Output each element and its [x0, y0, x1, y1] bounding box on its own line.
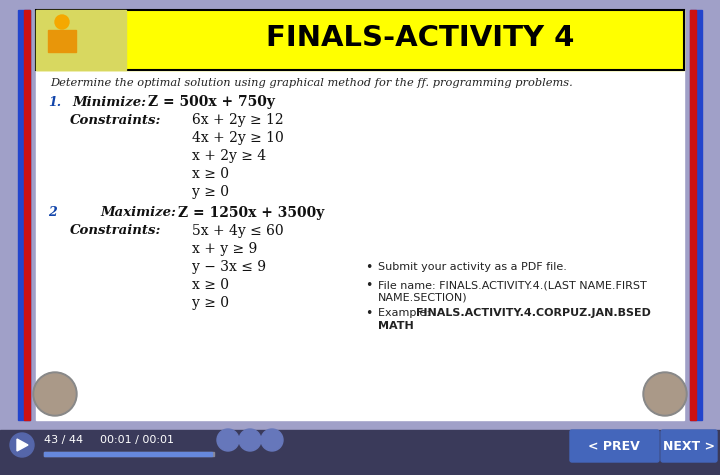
Bar [36, 10, 126, 70]
Bar [36, 10, 684, 70]
Text: •: • [365, 278, 372, 292]
Text: 2: 2 [48, 207, 57, 219]
Bar [690, 10, 702, 420]
Text: 1.: 1. [48, 95, 61, 108]
Text: Example:: Example: [378, 308, 433, 318]
Text: y − 3x ≤ 9: y − 3x ≤ 9 [192, 260, 266, 274]
Text: x ≥ 0: x ≥ 0 [192, 278, 229, 292]
Text: Maximize:: Maximize: [100, 207, 176, 219]
Circle shape [55, 15, 69, 29]
FancyBboxPatch shape [661, 430, 717, 462]
Bar [690, 10, 696, 420]
Bar [24, 10, 30, 420]
Bar [44, 452, 214, 456]
Bar [36, 10, 684, 70]
Text: y ≥ 0: y ≥ 0 [192, 185, 229, 199]
FancyBboxPatch shape [570, 430, 659, 462]
Text: 43 / 44: 43 / 44 [44, 435, 83, 445]
Ellipse shape [35, 374, 75, 414]
Text: NAME.SECTION): NAME.SECTION) [378, 293, 467, 303]
Ellipse shape [33, 372, 77, 416]
Text: Submit your activity as a PDF file.: Submit your activity as a PDF file. [378, 262, 567, 272]
Text: x ≥ 0: x ≥ 0 [192, 167, 229, 181]
Text: < PREV: < PREV [588, 439, 640, 453]
Bar [18, 10, 30, 420]
Text: Z = 500x + 750y: Z = 500x + 750y [148, 95, 275, 109]
Circle shape [261, 429, 283, 451]
Ellipse shape [645, 374, 685, 414]
Text: Determine the optimal solution using graphical method for the ff. programming pr: Determine the optimal solution using gra… [50, 78, 572, 88]
Circle shape [217, 429, 239, 451]
Ellipse shape [643, 372, 687, 416]
Text: Constraints:: Constraints: [70, 225, 161, 238]
Text: FINALS-ACTIVITY 4: FINALS-ACTIVITY 4 [266, 24, 574, 52]
Text: 00:01 / 00:01: 00:01 / 00:01 [100, 435, 174, 445]
Bar [48, 30, 76, 52]
Circle shape [10, 433, 34, 457]
Circle shape [239, 429, 261, 451]
Text: 4x + 2y ≥ 10: 4x + 2y ≥ 10 [192, 131, 284, 145]
Text: x + y ≥ 9: x + y ≥ 9 [192, 242, 257, 256]
Bar [0, 430, 720, 475]
Text: MATH: MATH [378, 321, 414, 331]
Text: Z = 1250x + 3500y: Z = 1250x + 3500y [178, 206, 325, 220]
Bar [36, 10, 684, 420]
Text: File name: FINALS.ACTIVITY.4.(LAST NAME.FIRST: File name: FINALS.ACTIVITY.4.(LAST NAME.… [378, 280, 647, 290]
Text: y ≥ 0: y ≥ 0 [192, 296, 229, 310]
Text: •: • [365, 306, 372, 320]
Polygon shape [17, 439, 28, 451]
Text: Minimize:: Minimize: [72, 95, 146, 108]
Text: •: • [365, 260, 372, 274]
Text: FINALS.ACTIVITY.4.CORPUZ.JAN.BSED: FINALS.ACTIVITY.4.CORPUZ.JAN.BSED [416, 308, 651, 318]
Text: 5x + 4y ≤ 60: 5x + 4y ≤ 60 [192, 224, 284, 238]
Text: Constraints:: Constraints: [70, 114, 161, 126]
Bar [44, 452, 212, 456]
Text: x + 2y ≥ 4: x + 2y ≥ 4 [192, 149, 266, 163]
Text: 6x + 2y ≥ 12: 6x + 2y ≥ 12 [192, 113, 284, 127]
Text: NEXT >: NEXT > [663, 439, 715, 453]
